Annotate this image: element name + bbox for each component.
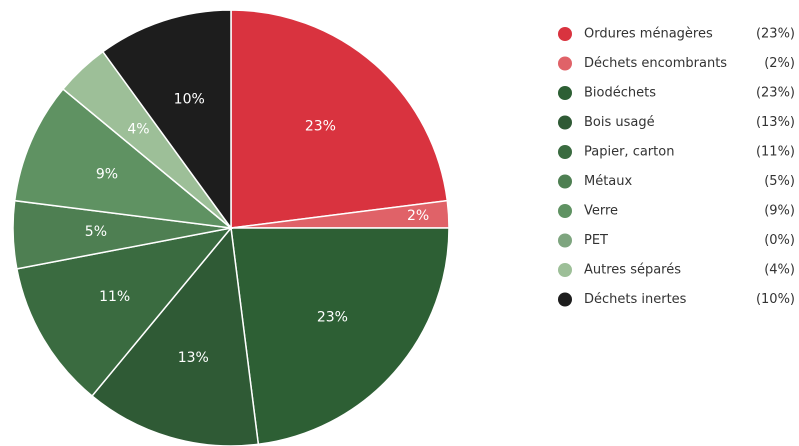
legend-label: Biodéchets (584, 86, 656, 101)
legend-value: (11%) (756, 145, 795, 160)
legend-label: Déchets encombrants (584, 56, 727, 71)
legend-marker (558, 115, 572, 130)
legend-marker (558, 233, 572, 248)
legend-label: Verre (584, 204, 618, 219)
slice-label: 10% (174, 91, 205, 107)
legend-marker (558, 263, 572, 277)
slice-label: 9% (96, 166, 118, 182)
legend-marker (558, 27, 572, 41)
pie-slice (230, 9, 449, 229)
legend-label: Déchets inertes (584, 292, 687, 307)
slice-label: 2% (407, 208, 429, 224)
slice-label: 4% (127, 121, 149, 137)
slice-label: 11% (99, 289, 130, 305)
legend-label: Papier, carton (584, 145, 674, 160)
slice-label: 23% (317, 309, 348, 325)
legend-value: (23%) (756, 86, 795, 101)
legend-marker (558, 174, 572, 189)
pie-slice (13, 87, 234, 230)
legend-value: (9%) (764, 204, 795, 219)
legend-marker (558, 145, 572, 159)
legend-value: (10%) (756, 292, 795, 307)
slice-label: 5% (85, 224, 107, 240)
pie-slice (15, 226, 233, 398)
pie-slice (230, 227, 450, 446)
legend-marker (558, 86, 572, 100)
legend-value: (4%) (764, 263, 795, 278)
legend-label: PET (584, 233, 608, 248)
legend-marker (558, 204, 572, 218)
slice-label: 13% (178, 350, 209, 366)
legend-label: Métaux (584, 174, 633, 189)
legend-value: (0%) (764, 233, 795, 248)
legend-label: Bois usagé (584, 115, 655, 130)
slice-label: 23% (305, 119, 336, 135)
legend-value: (13%) (756, 115, 795, 130)
legend-value: (23%) (756, 27, 795, 42)
legend-label: Ordures ménagères (584, 27, 713, 42)
legend-value: (5%) (764, 174, 795, 189)
legend-value: (2%) (764, 56, 795, 71)
legend-label: Autres séparés (584, 263, 681, 278)
pie-slice (101, 9, 232, 231)
legend-marker (558, 56, 572, 71)
legend-marker (558, 292, 572, 307)
